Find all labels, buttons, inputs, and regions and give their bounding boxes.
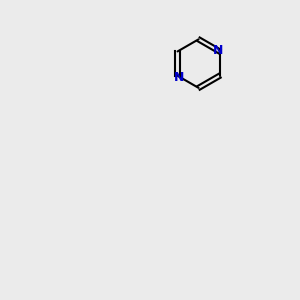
Text: N: N (213, 44, 224, 57)
Text: N: N (174, 70, 184, 84)
